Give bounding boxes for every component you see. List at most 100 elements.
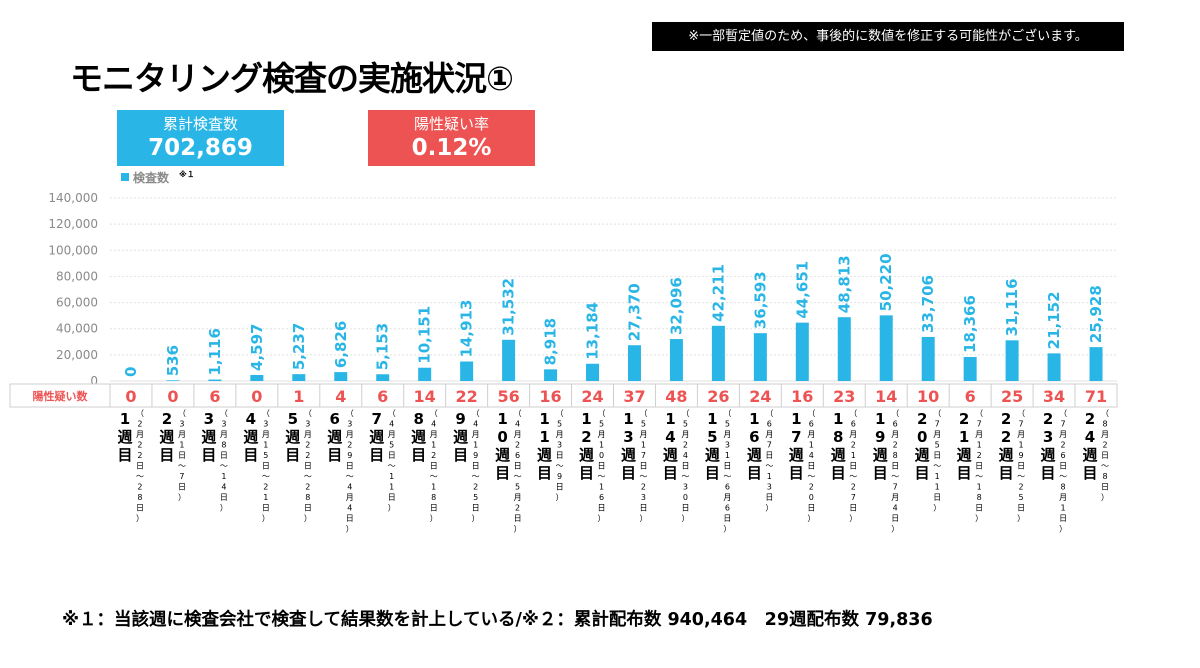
y-tick-label: 0 [90,374,98,388]
category-period-label: （6 月 2 1 日～ 2 7 日） [849,409,857,523]
category-week-label: 1 9 週目 [873,410,888,482]
positive-count: 6 [209,387,220,406]
bar-value-label: 25,928 [1087,285,1105,343]
category-week-label: 1 8 週目 [831,410,846,482]
positive-count: 37 [623,387,645,406]
bar [837,317,851,381]
bar-value-label: 5,153 [374,323,392,370]
category-period-label: （5 月 2 4 日～ 3 0 日） [681,409,689,523]
bar [334,372,348,381]
category-period-label: （7 月 1 9 日～ 2 5 日） [1017,409,1025,523]
bar-value-label: 18,366 [961,295,979,353]
category-period-label: （5 月 3 1 日～ 6 月 6 日） [723,409,731,534]
category-week-label: 1 6 週目 [747,410,762,482]
legend-swatch [121,173,129,181]
positive-count: 14 [414,387,436,406]
positive-count: 16 [539,387,561,406]
bar [544,369,558,381]
category-period-label: （6 月 7 日～ 1 3 日） [765,409,773,513]
total-tests-box: 累計検査数 702,869 [117,110,284,166]
y-tick-label: 80,000 [56,269,98,283]
bar [376,374,390,381]
positive-count: 14 [875,387,897,406]
bar-value-label: 4,597 [248,324,266,371]
category-period-label: （3 月 1 5 日～ 2 1 日） [262,409,270,523]
positive-count: 22 [456,387,478,406]
category-period-label: （3 月 8 日～ 1 4 日） [220,409,228,513]
legend-superscript: ※１ [179,169,195,179]
bar-value-label: 31,532 [500,278,518,336]
y-tick-label: 20,000 [56,348,98,362]
category-week-label: 2 週目 [159,410,174,464]
positive-count: 16 [791,387,813,406]
bar [963,356,977,381]
category-period-label: （7 月 1 2 日～ 1 8 日） [975,409,983,523]
y-tick-label: 100,000 [48,243,98,257]
bar-value-label: 8,918 [542,318,560,365]
positive-count: 6 [377,387,388,406]
category-week-label: 2 4 週目 [1083,410,1098,482]
category-period-label: （4 月 2 6 日～ 5 月 2 日） [514,409,522,534]
bar-value-label: 36,593 [751,271,769,329]
bar-value-label: 50,220 [877,253,895,311]
category-week-label: 1 0 週目 [495,410,510,482]
bar [711,325,725,381]
category-period-label: （8 月 2 日～ 8 日） [1101,409,1109,502]
category-period-label: （3 月 2 2 日～ 2 8 日） [304,409,312,523]
bar [879,315,893,381]
category-period-label: （5 月 1 7 日～ 2 3 日） [639,409,647,523]
bar [250,374,264,381]
footnote: ※１：当該週に検査会社で検査して結果数を計上している/※２：累計配布数 940,… [62,610,933,630]
category-period-label: （4 月 1 9 日～ 2 5 日） [472,409,480,523]
category-period-label: （4 月 1 2 日～ 1 8 日） [430,409,438,523]
category-week-label: 3 週目 [201,410,216,464]
category-week-label: 5 週目 [285,410,300,464]
positive-count: 34 [1043,387,1065,406]
category-week-label: 1 3 週目 [621,410,636,482]
bar [502,339,516,381]
bar-value-label: 1,116 [206,328,224,375]
bar-value-label: 44,651 [793,261,811,319]
positive-count: 23 [833,387,855,406]
category-week-label: 2 2 週目 [999,410,1014,482]
category-period-label: （7 月 2 6 日～ 8 月 1 日） [1059,409,1067,534]
category-week-label: 8 週目 [411,410,426,464]
bar-value-label: 27,370 [625,283,643,341]
total-tests-value: 702,869 [148,135,253,161]
page-title: モニタリング検査の実施状況① [70,59,514,98]
category-week-label: 2 1 週目 [957,410,972,482]
bar [627,345,641,381]
category-week-label: 6 週目 [327,410,342,464]
bar-value-label: 31,116 [1003,278,1021,336]
bar [669,339,683,381]
bar-value-label: 14,913 [458,300,476,358]
revision-notice: ※一部暫定値のため、事後的に数値を修正する可能性がございます。 [652,22,1124,51]
bar [460,361,474,381]
category-week-label: 2 0 週目 [915,410,930,482]
bar [1047,353,1061,381]
category-period-label: （5 月 3 日～ 9 日） [556,409,564,502]
category-week-label: 1 週目 [117,410,132,464]
category-week-label: 1 4 週目 [663,410,678,482]
positive-count: 6 [965,387,976,406]
bar-value-label: 42,211 [709,264,727,322]
bar-value-label: 10,151 [416,306,434,364]
bar [292,374,306,381]
category-week-label: 2 3 週目 [1041,410,1056,482]
positive-count: 25 [1001,387,1023,406]
positive-count: 24 [749,387,771,406]
category-week-label: 7 週目 [369,410,384,464]
bar [586,363,600,381]
category-week-label: 9 週目 [453,410,468,464]
bar [1089,347,1103,381]
positive-count: 0 [167,387,178,406]
legend-label: 検査数 [133,170,170,185]
category-period-label: （4 月 5 日～ 1 1 日） [388,409,396,513]
bar [795,322,809,381]
category-period-label: （6 月 2 8 日～ 7 月 4 日） [891,409,899,534]
bar-value-label: 13,184 [584,302,602,360]
bar-value-label: 0 [122,367,140,377]
bar-value-label: 6,826 [332,321,350,368]
positive-rate-value: 0.12% [411,135,492,161]
bar-value-label: 5,237 [290,323,308,370]
